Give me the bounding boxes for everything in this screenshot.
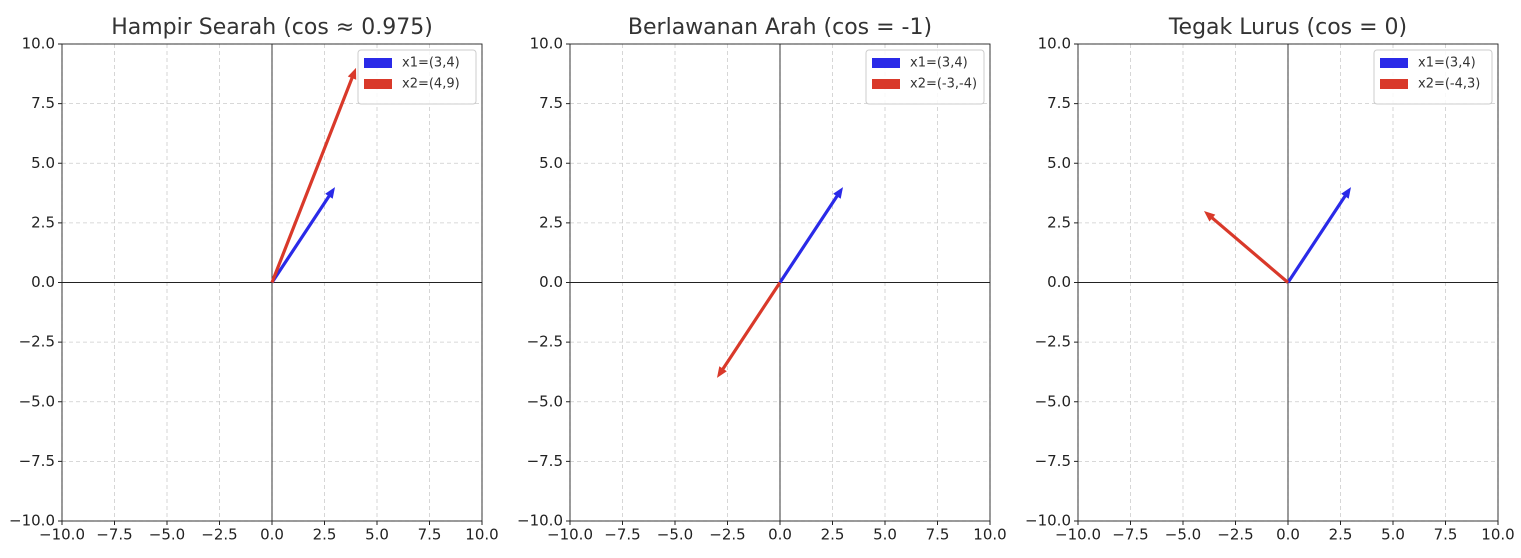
x-tick-label: 5.0	[1381, 526, 1405, 544]
y-tick-label: −2.5	[1035, 333, 1071, 351]
x-tick-label: 10.0	[1481, 526, 1514, 544]
vector-arrow	[1204, 210, 1290, 284]
y-tick-label: −10.0	[1025, 512, 1071, 530]
y-tick-label: 0.0	[539, 273, 563, 291]
y-tick-label: 5.0	[539, 154, 563, 172]
legend-label: x2=(-3,-4)	[910, 77, 977, 92]
x-tick-label: −2.5	[201, 526, 237, 544]
x-tick-label: 10.0	[465, 526, 498, 544]
chart-title: Tegak Lurus (cos = 0)	[1168, 15, 1407, 40]
x-tick-label: −10.0	[39, 526, 85, 544]
legend-label: x1=(3,4)	[1418, 56, 1476, 71]
y-tick-label: 2.5	[539, 213, 563, 231]
y-tick-label: 10.0	[22, 35, 55, 53]
y-tick-label: −5.0	[1035, 392, 1071, 410]
y-tick-label: −7.5	[19, 452, 55, 470]
x-tick-label: −2.5	[1217, 526, 1253, 544]
x-tick-label: 2.5	[1329, 526, 1353, 544]
x-tick-label: 5.0	[365, 526, 389, 544]
y-tick-label: 5.0	[31, 154, 55, 172]
x-tick-label: 0.0	[1276, 526, 1300, 544]
x-tick-label: 7.5	[418, 526, 442, 544]
y-tick-label: −5.0	[19, 392, 55, 410]
y-tick-label: 10.0	[530, 35, 563, 53]
x-tick-label: −5.0	[657, 526, 693, 544]
x-tick-label: −7.5	[96, 526, 132, 544]
vector-arrow	[1286, 187, 1351, 284]
chart-title: Berlawanan Arah (cos = -1)	[628, 15, 932, 40]
y-tick-label: −5.0	[527, 392, 563, 410]
x-tick-label: 2.5	[313, 526, 337, 544]
legend-swatch	[872, 58, 900, 68]
legend-label: x2=(-4,3)	[1418, 77, 1480, 92]
x-tick-label: −2.5	[709, 526, 745, 544]
x-tick-label: −5.0	[1165, 526, 1201, 544]
legend-label: x1=(3,4)	[402, 56, 460, 71]
vector-arrow	[778, 187, 843, 284]
x-tick-label: −10.0	[547, 526, 593, 544]
y-tick-label: 7.5	[1047, 94, 1071, 112]
y-tick-label: 7.5	[31, 94, 55, 112]
legend-swatch	[364, 58, 392, 68]
legend-swatch	[1380, 79, 1408, 89]
y-tick-label: 5.0	[1047, 154, 1071, 172]
vector-arrow	[717, 281, 782, 378]
x-tick-label: −10.0	[1055, 526, 1101, 544]
x-tick-label: 10.0	[973, 526, 1006, 544]
x-tick-label: −7.5	[604, 526, 640, 544]
x-tick-label: 7.5	[1434, 526, 1458, 544]
y-tick-label: −7.5	[1035, 452, 1071, 470]
chart-title: Hampir Searah (cos ≈ 0.975)	[111, 15, 433, 40]
legend-label: x2=(4,9)	[402, 77, 460, 92]
y-tick-label: 0.0	[31, 273, 55, 291]
x-tick-label: 7.5	[926, 526, 950, 544]
legend-swatch	[1380, 58, 1408, 68]
x-tick-label: 5.0	[873, 526, 897, 544]
x-tick-label: 0.0	[260, 526, 284, 544]
y-tick-label: 7.5	[539, 94, 563, 112]
y-tick-label: −7.5	[527, 452, 563, 470]
x-tick-label: −7.5	[1112, 526, 1148, 544]
x-tick-label: 2.5	[821, 526, 845, 544]
legend-label: x1=(3,4)	[910, 56, 968, 71]
plot-frame	[61, 43, 483, 522]
plot-frame	[569, 43, 991, 522]
x-tick-label: 0.0	[768, 526, 792, 544]
plot-frame	[1077, 43, 1499, 522]
subplot: Hampir Searah (cos ≈ 0.975) −10.0 −7.5 −5.0…	[9, 15, 499, 544]
y-tick-label: 2.5	[31, 213, 55, 231]
subplot: Berlawanan Arah (cos = -1)−10.0 −7.5 −5.0−…	[517, 15, 1007, 544]
legend-swatch	[872, 79, 900, 89]
y-tick-label: 10.0	[1038, 35, 1071, 53]
y-tick-label: −2.5	[19, 333, 55, 351]
y-tick-label: −10.0	[517, 512, 563, 530]
y-tick-label: −10.0	[9, 512, 55, 530]
legend-swatch	[364, 79, 392, 89]
y-tick-label: −2.5	[527, 333, 563, 351]
y-tick-label: 0.0	[1047, 273, 1071, 291]
x-tick-label: −5.0	[149, 526, 185, 544]
vector-arrow	[270, 187, 335, 284]
vector-arrow	[270, 67, 357, 284]
subplot: Tegak Lurus (cos = 0) −10.0 −7.5 −5.0 −2.5 0.…	[1025, 15, 1515, 544]
y-tick-label: 2.5	[1047, 213, 1071, 231]
